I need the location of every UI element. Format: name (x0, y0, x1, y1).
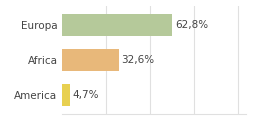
Text: 62,8%: 62,8% (175, 20, 208, 30)
Text: 4,7%: 4,7% (73, 90, 99, 100)
Bar (62, 49, 119, 71)
Bar (62, 14, 172, 36)
Text: 32,6%: 32,6% (122, 55, 155, 65)
Bar (62, 84, 70, 106)
